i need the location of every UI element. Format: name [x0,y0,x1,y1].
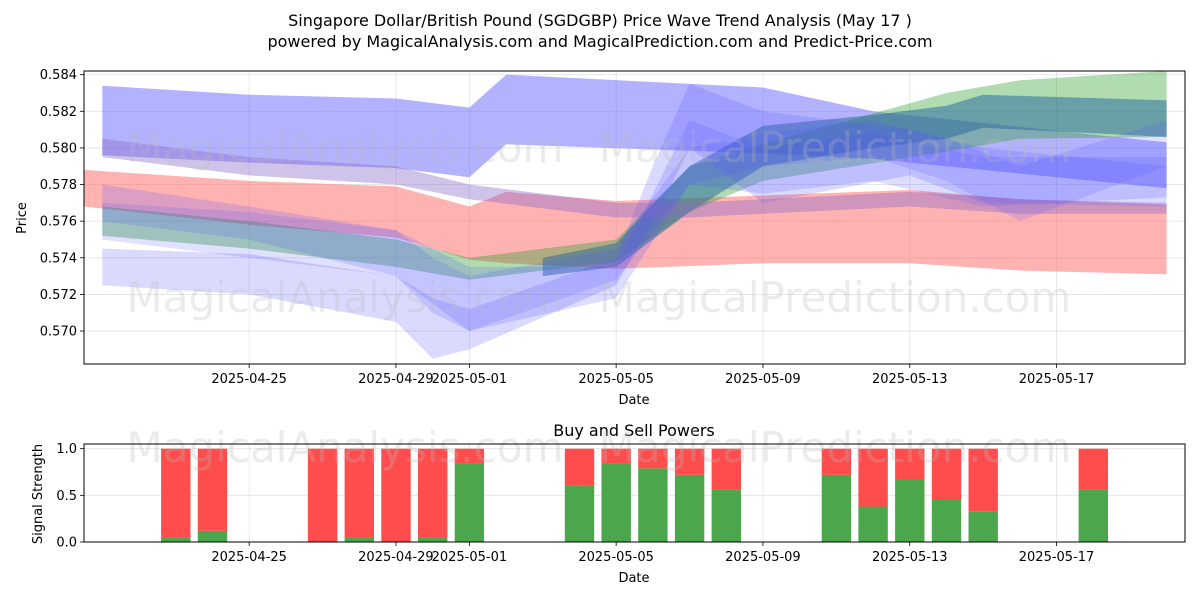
price-band-6 [102,120,1167,332]
sell-bar [197,448,228,531]
sell-bar [344,448,374,538]
sell-bar [711,448,741,490]
figure-title-line2: powered by MagicalAnalysis.com and Magic… [267,32,932,51]
price-x-axis-label: Date [618,393,649,408]
buy-bar [821,474,852,542]
price-y-tick-label: 0.582 [40,105,77,120]
signal-y-ticks: 0.0 0.5 1.0 [56,442,84,551]
price-band-4 [542,94,1167,277]
price-x-tick-label: 2025-05-09 [725,372,801,387]
price-axes-frame [83,70,1186,365]
signal-x-tick-label: 2025-05-17 [1019,550,1095,565]
price-y-tick-label: 0.574 [40,251,77,266]
watermark-top-right: MagicalPrediction.com [599,123,1072,172]
price-x-tick-label: 2025-04-25 [211,372,287,387]
signal-x-tick-label: 2025-05-05 [578,550,654,565]
sell-bar [454,448,485,464]
sell-bar [161,448,191,538]
signal-x-tick-label: 2025-04-29 [358,550,434,565]
price-y-ticks: 0.570 0.572 0.574 0.576 0.578 0.580 0.582 0.584 [40,68,84,340]
signal-y-tick-label: 0.0 [56,536,77,551]
buy-bar [931,500,962,542]
buy-bar [454,463,485,542]
price-band-8 [102,120,1167,332]
sell-bar [307,448,338,542]
watermark-top-left: MagicalAnalysis.com [127,123,564,172]
sell-bar [968,448,998,512]
buy-bar [674,474,705,542]
price-x-tick-label: 2025-05-01 [432,372,508,387]
figure-title-line1: Singapore Dollar/British Pound (SGDGBP) … [288,11,912,30]
signal-x-tick-label: 2025-05-09 [725,550,801,565]
signal-x-tick-label: 2025-04-25 [211,550,287,565]
signal-y-tick-label: 0.5 [56,489,77,504]
price-band-2 [84,169,1167,275]
sell-bar [895,448,925,480]
buy-bar [1078,489,1108,542]
price-band-7 [102,138,1167,218]
signal-axes-frame [83,443,1186,543]
buy-bar [564,485,595,542]
sell-bar [858,448,888,507]
price-band-1 [102,74,1167,189]
price-y-tick-label: 0.580 [40,141,77,156]
sell-bar [601,448,631,464]
signal-x-tick-label: 2025-05-01 [432,550,508,565]
buy-bar [968,511,998,542]
watermark-bottom-left: MagicalAnalysis.com [127,423,564,472]
price-y-tick-label: 0.570 [40,325,77,340]
signal-y-axis-label: Signal Strength [31,444,46,544]
signal-x-axis-label: Date [618,571,649,586]
price-y-tick-label: 0.576 [40,215,77,230]
price-y-tick-label: 0.578 [40,178,77,193]
price-y-axis-label: Price [15,202,30,234]
buy-bar [895,479,925,542]
buy-bar [711,489,741,542]
buy-bar [601,463,631,542]
sell-bar [931,448,962,500]
buy-bar [197,530,228,542]
buy-bar [161,537,191,542]
buy-bar [858,506,888,542]
signal-plot-area [84,444,1185,542]
price-x-tick-label: 2025-05-13 [872,372,948,387]
watermark-mid-right: MagicalPrediction.com [599,273,1072,322]
price-x-tick-label: 2025-05-17 [1019,372,1095,387]
price-x-tick-label: 2025-05-05 [578,372,654,387]
signal-chart: Buy and Sell Powers MagicalAnalysis.com … [31,421,1186,586]
signal-y-tick-label: 1.0 [56,442,77,457]
price-band-5 [102,83,1167,359]
signal-bars [161,448,1108,542]
sell-bar [821,448,852,475]
signal-x-tick-label: 2025-05-13 [872,550,948,565]
price-y-tick-label: 0.572 [40,288,77,303]
sell-bar [381,448,411,542]
sell-bar [674,448,705,475]
sell-bar [1078,448,1108,490]
price-chart: MagicalAnalysis.com MagicalPrediction.co… [15,68,1186,408]
buy-bar [418,537,448,542]
buy-bar [344,537,374,542]
price-bands [84,71,1167,359]
watermark-mid-left: MagicalAnalysis.com [127,273,564,322]
sell-bar [564,448,595,486]
price-x-tick-label: 2025-04-29 [358,372,434,387]
watermark-bottom-right: MagicalPrediction.com [599,423,1072,472]
sell-bar [418,448,448,538]
buy-bar [638,468,668,542]
sell-bar [638,448,668,469]
signal-chart-title: Buy and Sell Powers [553,421,715,440]
price-y-tick-label: 0.584 [40,68,77,83]
